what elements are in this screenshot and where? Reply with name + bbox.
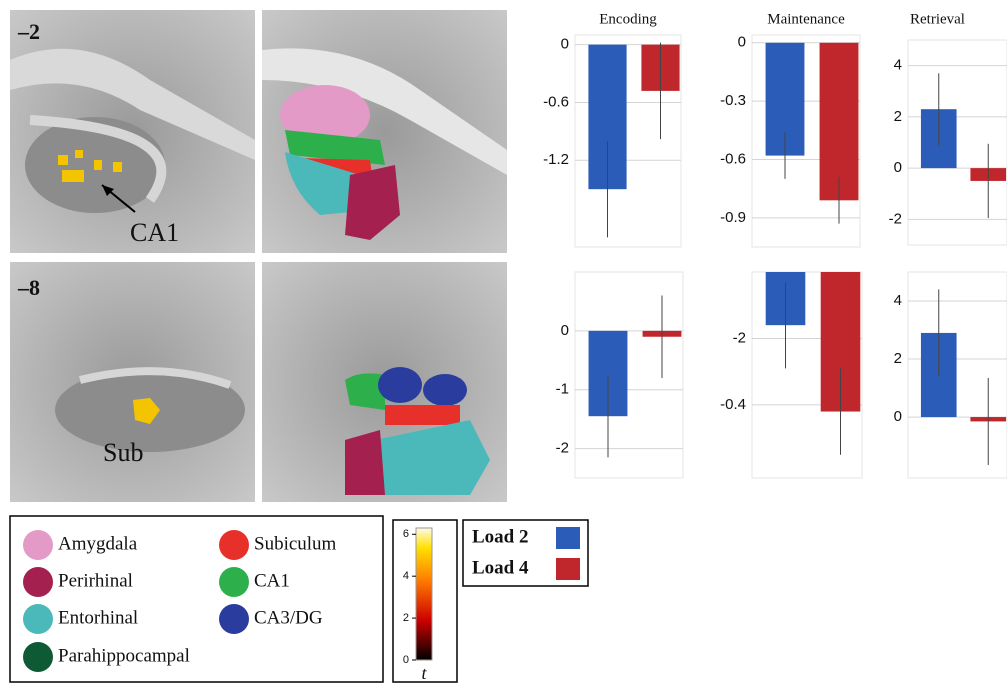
- y-tick-label: -0.3: [720, 92, 746, 109]
- y-tick-label: 2: [894, 350, 902, 367]
- colorbar-tick-label: 4: [403, 570, 409, 582]
- y-tick-label: -2: [556, 440, 569, 457]
- legend-label: Amygdala: [58, 533, 138, 554]
- colorbar-tick-label: 2: [403, 612, 409, 624]
- legend-label: Subiculum: [254, 533, 337, 554]
- region-label: Sub: [103, 438, 143, 467]
- legend-swatch: [556, 527, 580, 549]
- y-tick-label: 0: [561, 36, 569, 53]
- y-tick-label: 0: [738, 34, 746, 51]
- legend-label: Parahippocampal: [58, 645, 190, 666]
- figure: –2 CA1 –8 Sub Encoding 0 -0.6 -1.2 Maintenan…: [0, 0, 1007, 684]
- chart-title: Retrieval: [910, 11, 965, 27]
- y-tick-label: -1.2: [543, 151, 569, 168]
- y-tick-label: -1: [556, 381, 569, 398]
- legend-label: Load 2: [472, 526, 529, 547]
- y-tick-label: 4: [894, 57, 902, 74]
- y-tick-label: 0: [561, 322, 569, 339]
- chart-title: Maintenance: [767, 11, 845, 27]
- region-label: CA1: [130, 218, 179, 247]
- colorbar-tick-label: 6: [403, 528, 409, 540]
- slice-label: –8: [17, 275, 40, 300]
- legend-swatch: [219, 530, 249, 560]
- y-tick-label: 0: [894, 159, 902, 176]
- legend-swatch: [23, 567, 53, 597]
- chart-title: Encoding: [599, 11, 657, 27]
- y-tick-label: -0.6: [543, 93, 569, 110]
- legend-label: Load 4: [472, 557, 529, 578]
- legend-label: Entorhinal: [58, 607, 138, 628]
- y-tick-label: 0: [894, 408, 902, 425]
- y-tick-label: 4: [894, 292, 902, 309]
- colorbar-tick-label: 0: [403, 654, 409, 666]
- legend-swatch: [219, 567, 249, 597]
- legend-swatch: [556, 558, 580, 580]
- bar: [820, 43, 859, 201]
- y-tick-label: -0.6: [720, 150, 746, 167]
- mri-panels: [10, 10, 507, 502]
- y-tick-label: -2: [733, 329, 746, 346]
- y-tick-label: -0.4: [720, 396, 746, 413]
- legend-label: CA3/DG: [254, 607, 323, 628]
- legend-swatch: [23, 604, 53, 634]
- slice-label: –2: [17, 19, 40, 44]
- y-tick-label: -0.9: [720, 209, 746, 226]
- y-tick-label: -2: [889, 210, 902, 227]
- legend-swatch: [219, 604, 249, 634]
- y-tick-label: 2: [894, 108, 902, 125]
- legend-swatch: [23, 642, 53, 672]
- legend-label: CA1: [254, 570, 290, 591]
- colorbar: [416, 528, 432, 660]
- legend-swatch: [23, 530, 53, 560]
- legend-label: Perirhinal: [58, 570, 133, 591]
